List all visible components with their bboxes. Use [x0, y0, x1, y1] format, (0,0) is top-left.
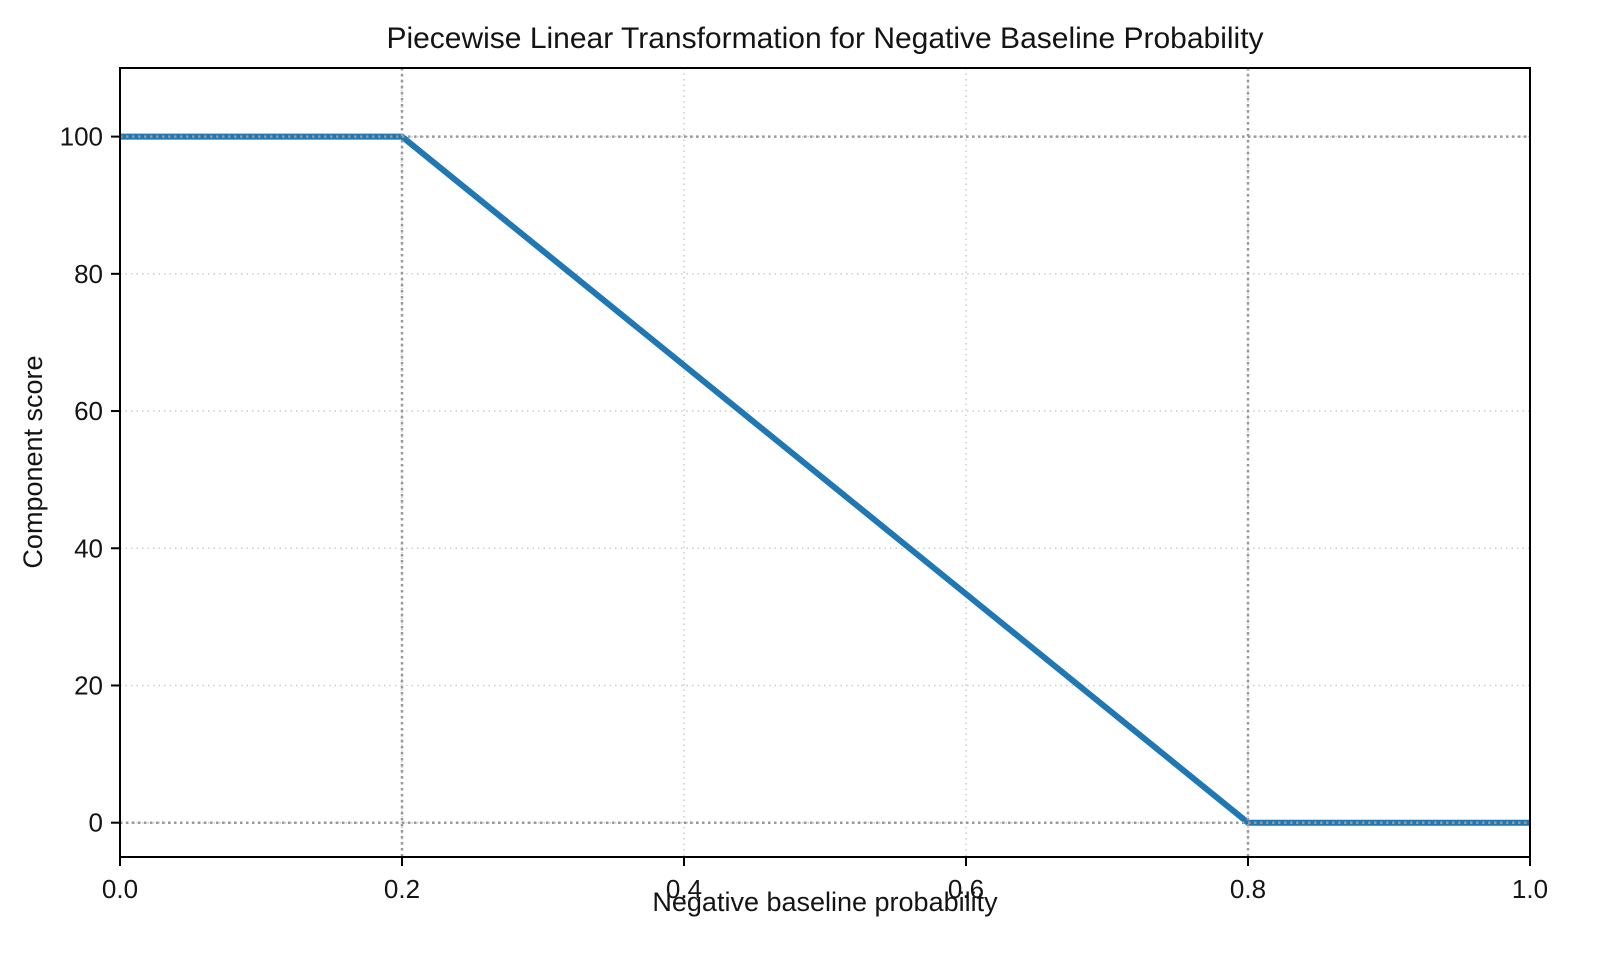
y-tick-label: 80 [74, 259, 103, 289]
series-lines [120, 133, 1530, 826]
y-tick-label: 20 [74, 670, 103, 700]
x-tick-label: 0.8 [1230, 874, 1266, 904]
axes-frame [119, 67, 1531, 858]
tick-marks-and-labels: 0.0 0.2 0.4 0.6 0.8 1.0 0 20 40 60 80 100 [60, 122, 1548, 904]
chart-title: Piecewise Linear Transformation for Nega… [386, 22, 1263, 55]
y-tick-label: 60 [74, 396, 103, 426]
plot-border [119, 67, 1531, 858]
x-tick-label: 0.0 [102, 874, 138, 904]
x-tick-label: 0.2 [384, 874, 420, 904]
reference-lines [120, 68, 1530, 857]
x-axis-label: Negative baseline probability [652, 887, 998, 917]
y-tick-label: 40 [74, 533, 103, 563]
x-tick-label: 0.6 [948, 874, 984, 904]
series-line-component-score [120, 133, 1530, 826]
y-axis-label: Component score [18, 355, 48, 568]
y-tick-label: 100 [60, 122, 103, 152]
grid-lines [119, 68, 1531, 857]
x-tick-label: 1.0 [1512, 874, 1548, 904]
y-tick-label: 0 [89, 808, 103, 838]
x-tick-label: 0.4 [666, 874, 702, 904]
